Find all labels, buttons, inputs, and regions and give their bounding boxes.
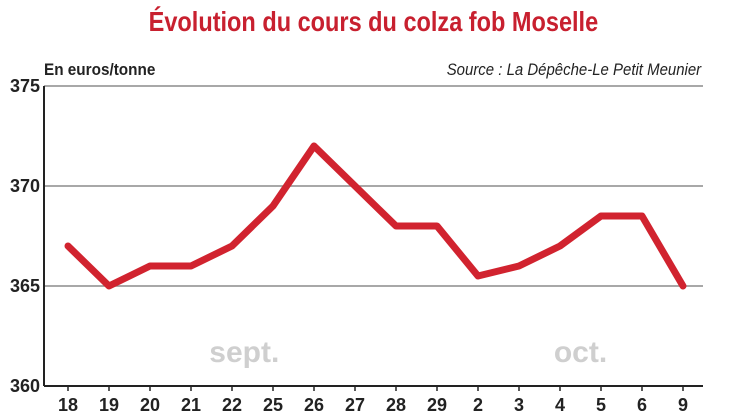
x-tick-label: 26 [304,395,324,415]
chart-title: Évolution du cours du colza fob Moselle [148,6,599,37]
x-tick-label: 28 [386,395,406,415]
y-tick-label: 370 [10,176,40,196]
x-tick-label: 22 [222,395,242,415]
x-tick-label: 5 [596,395,606,415]
x-tick-label: 3 [514,395,524,415]
x-tick-label: 20 [140,395,160,415]
chart-source: Source : La Dépêche-Le Petit Meunier [446,60,701,79]
x-tick-label: 21 [181,395,201,415]
y-tick-label: 360 [10,376,40,396]
x-tick-label: 29 [427,395,447,415]
x-tick-label: 9 [678,395,688,415]
x-tick-label: 25 [263,395,283,415]
x-tick-label: 19 [99,395,119,415]
y-tick-label: 365 [10,276,40,296]
month-label: sept. [209,336,279,369]
x-tick-label: 27 [345,395,365,415]
x-tick-label: 6 [637,395,647,415]
x-tick-label: 18 [58,395,78,415]
month-label: oct. [554,336,607,369]
x-tick-label: 2 [473,395,483,415]
price-line [64,142,687,290]
x-tick-label: 4 [555,395,565,415]
y-axis-unit-label: En euros/tonne [44,60,156,79]
y-tick-label: 375 [10,76,40,96]
